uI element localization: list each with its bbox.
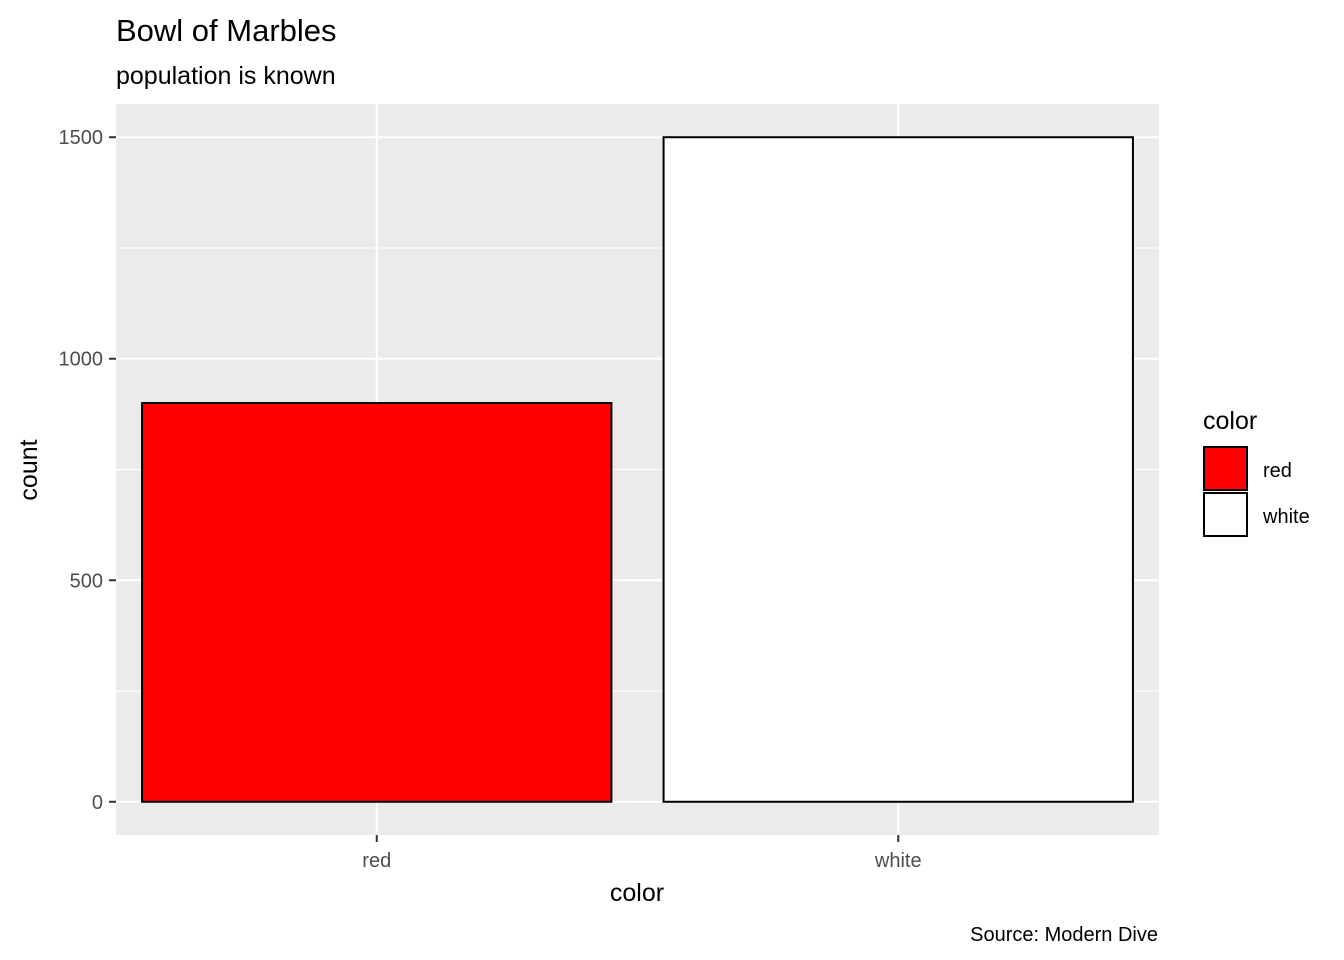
- y-axis: 0 500 1000 1500: [59, 127, 116, 814]
- y-tick-label: 1500: [59, 127, 104, 149]
- y-tick-label: 500: [70, 570, 103, 592]
- chart-subtitle: population is known: [116, 62, 336, 90]
- legend: red white: [1203, 446, 1310, 537]
- x-tick-label: red: [362, 850, 391, 872]
- y-tick-label: 0: [92, 792, 103, 814]
- y-axis-title: count: [15, 439, 43, 500]
- legend-key-red: [1203, 446, 1248, 491]
- chart-title: Bowl of Marbles: [116, 13, 337, 48]
- x-axis: red white: [362, 835, 922, 872]
- legend-label-red: red: [1263, 460, 1292, 482]
- legend-title: color: [1203, 407, 1257, 435]
- legend-key-white: [1203, 492, 1248, 537]
- bar-red: [141, 402, 613, 803]
- bars: [141, 136, 1134, 803]
- bar-white: [662, 136, 1134, 803]
- chart-caption: Source: Modern Dive: [970, 924, 1158, 946]
- x-tick-label: white: [874, 850, 922, 872]
- x-axis-title: color: [610, 879, 664, 907]
- legend-label-white: white: [1262, 506, 1310, 528]
- y-tick-label: 1000: [59, 349, 104, 371]
